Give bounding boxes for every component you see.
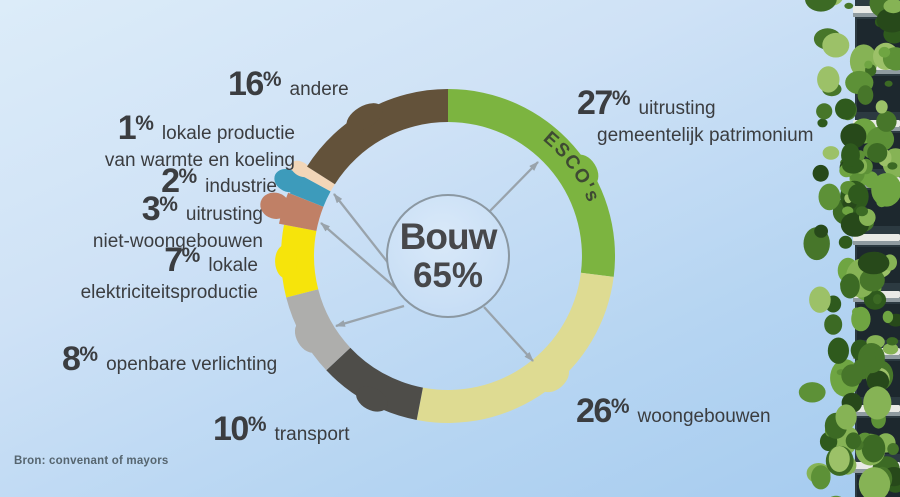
center-value: 65%	[412, 256, 484, 295]
label-elektriciteitsproductie: 7% lokale elektriciteitsproductie	[80, 241, 258, 303]
callout-arrow	[335, 304, 405, 328]
label-warmte-koeling: 1% lokale productie van warmte en koeling	[104, 109, 295, 171]
label-industrie: 2% industrie	[161, 162, 277, 200]
chart-center-circle: Bouw 65%	[386, 194, 510, 318]
segment-16pct	[307, 89, 448, 185]
segment-7pct	[281, 224, 319, 298]
source-note: Bron: convenant of mayors	[14, 455, 169, 467]
donut-chart: ESCO's	[260, 89, 616, 423]
center-label: Bouw	[399, 216, 498, 257]
label-gemeentelijk-patrimonium: 27% uitrusting gemeentelijk patrimonium	[577, 84, 814, 146]
label-woongebouwen: 26% woongebouwen	[576, 392, 771, 430]
green-building-photo	[798, 0, 900, 497]
label-openbare-verlichting: 8% openbare verlichting	[62, 340, 278, 378]
callout-arrow	[320, 222, 398, 290]
label-niet-woongebouwen: 3% uitrusting niet-woongebouwen	[92, 190, 263, 252]
segment-26pct	[416, 272, 614, 423]
segment-27pct	[448, 89, 616, 277]
label-transport: 10% transport	[213, 410, 350, 448]
callout-arrow	[488, 161, 539, 213]
segment-3pct	[279, 192, 324, 231]
label-andere: 16% andere	[228, 65, 349, 103]
segment-10pct	[326, 347, 423, 420]
callout-arrow	[483, 306, 534, 362]
segment-8pct	[286, 289, 351, 371]
